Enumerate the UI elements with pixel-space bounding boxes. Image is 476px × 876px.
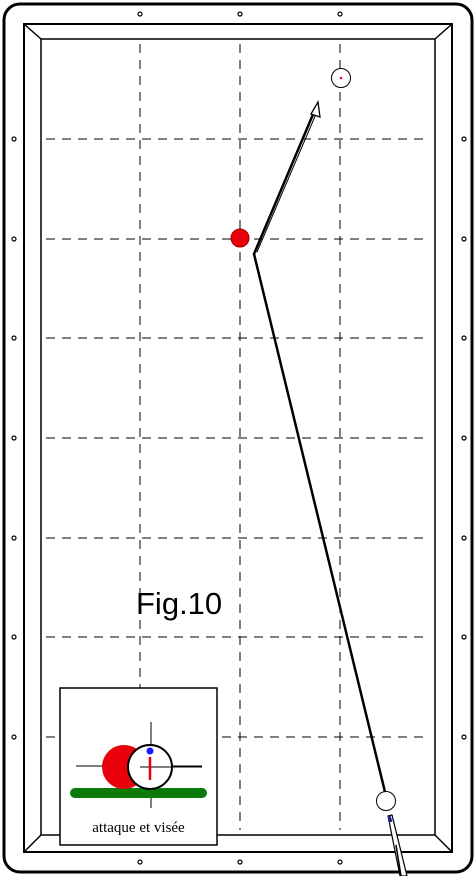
diamond-icon	[461, 634, 467, 640]
diamond-icon	[11, 136, 17, 142]
figure-label: Fig.10	[136, 586, 223, 621]
direction-arrowhead-icon	[310, 100, 321, 118]
object-ball-red	[230, 228, 250, 248]
diamond-icon	[11, 236, 17, 242]
path-segment-rebound	[252, 110, 316, 256]
ball-trajectory	[252, 110, 387, 794]
diamond-icon	[461, 136, 467, 142]
diamond-icon	[337, 859, 343, 865]
diamond-icon	[137, 11, 143, 17]
diamond-icon	[237, 11, 243, 17]
inset-aim-dot	[146, 747, 154, 755]
inset-attack-aim	[59, 687, 218, 846]
cue-stick	[387, 814, 408, 876]
diamond-icon	[461, 734, 467, 740]
cue-ball	[376, 791, 396, 811]
path-segment-approach	[252, 252, 387, 794]
inset-caption: attaque et visée	[92, 820, 185, 836]
diamond-icon	[11, 634, 17, 640]
path-segment-rebound-edge	[256, 113, 317, 253]
cushion-corner-bevels	[23, 23, 453, 853]
diamond-icon	[337, 11, 343, 17]
diamond-icon	[11, 435, 17, 441]
diamond-icon	[461, 535, 467, 541]
inset-cushion-strip	[70, 788, 207, 798]
diamond-icon	[11, 734, 17, 740]
diamond-icon	[461, 335, 467, 341]
diamond-icon	[11, 335, 17, 341]
diamond-icon	[461, 236, 467, 242]
diamond-icon	[461, 435, 467, 441]
diamond-icon	[11, 535, 17, 541]
target-ball-center-mark	[339, 76, 343, 80]
diamond-marks	[11, 11, 467, 865]
diamond-icon	[137, 859, 143, 865]
diamond-icon	[237, 859, 243, 865]
